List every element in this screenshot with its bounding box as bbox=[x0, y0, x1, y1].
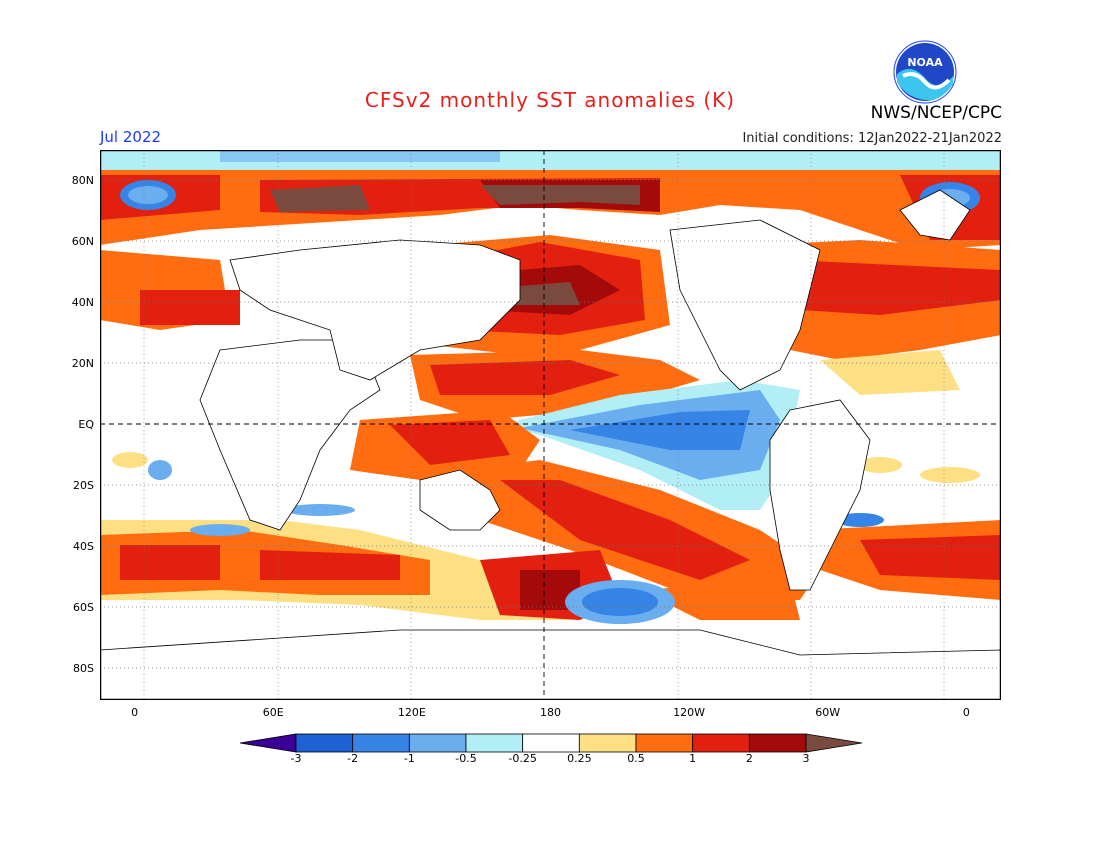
longitude-label: 60E bbox=[262, 706, 284, 719]
color-bar-box bbox=[578, 733, 637, 753]
latitude-label: EQ bbox=[78, 418, 94, 431]
color-bar-box bbox=[408, 733, 467, 753]
longitude-label: 0 bbox=[131, 706, 139, 719]
longitude-label: 120E bbox=[397, 706, 426, 719]
color-bar-label: 2 bbox=[745, 752, 753, 765]
color-bar bbox=[240, 733, 862, 753]
color-bar-box bbox=[692, 733, 750, 753]
color-bar-label: 3 bbox=[802, 752, 810, 765]
logo-text: NOAA bbox=[907, 56, 943, 69]
sst-anomaly-field bbox=[99, 149, 1002, 701]
latitude-label: 40S bbox=[73, 540, 94, 554]
color-bar-box bbox=[465, 733, 524, 753]
initial-conditions: Initial conditions: 12Jan2022-21Jan2022 bbox=[742, 131, 1002, 146]
color-bar-label: 0.25 bbox=[567, 752, 592, 765]
color-bar-box bbox=[352, 733, 410, 753]
longitude-label: 0 bbox=[962, 706, 970, 719]
color-bar-box bbox=[522, 733, 580, 753]
map-title: CFSv2 monthly SST anomalies (K) bbox=[364, 88, 736, 112]
agency-label: NWS/NCEP/CPC bbox=[870, 103, 1002, 123]
reference-lines bbox=[100, 150, 1001, 700]
color-bar-box bbox=[295, 733, 354, 753]
color-bar-label: -0.5 bbox=[455, 752, 477, 765]
color-bar-label: -0.25 bbox=[508, 752, 537, 765]
latitude-label: 60N bbox=[71, 234, 94, 248]
color-bar-box bbox=[635, 733, 694, 753]
noaa-logo-icon: NOAA bbox=[893, 40, 957, 104]
longitude-label: 60W bbox=[815, 706, 841, 719]
latitude-label: 20S bbox=[73, 479, 94, 493]
land-mask bbox=[99, 189, 1002, 701]
forecast-month: Jul 2022 bbox=[100, 128, 162, 146]
color-bar-box bbox=[748, 733, 807, 753]
color-bar-label: -3 bbox=[290, 752, 302, 765]
latitude-label: 20N bbox=[71, 356, 94, 370]
color-bar-min-arrow bbox=[240, 733, 297, 753]
color-bar-max-arrow bbox=[805, 733, 862, 753]
color-bar-label: 1 bbox=[689, 752, 697, 765]
latitude-label: 40N bbox=[71, 295, 94, 309]
color-bar-label: 0.5 bbox=[627, 752, 645, 765]
longitude-label: 180 bbox=[540, 706, 561, 719]
color-bar-label: -1 bbox=[403, 752, 415, 765]
sst-map bbox=[99, 149, 1002, 701]
longitude-label: 120W bbox=[673, 706, 706, 719]
latitude-label: 80S bbox=[73, 662, 94, 676]
latitude-label: 60S bbox=[73, 601, 94, 615]
color-bar-label: -2 bbox=[347, 752, 359, 765]
latitude-label: 80N bbox=[71, 173, 94, 187]
